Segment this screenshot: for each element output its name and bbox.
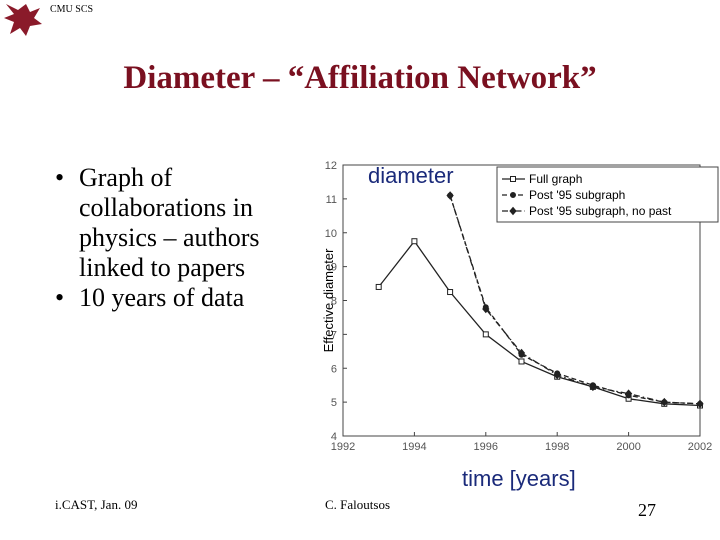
series-line bbox=[449, 195, 701, 405]
data-point bbox=[517, 348, 526, 358]
data-point bbox=[447, 289, 454, 296]
data-point bbox=[375, 283, 382, 290]
data-point bbox=[411, 238, 418, 245]
annotation: diameter bbox=[368, 163, 454, 188]
y-tick-label: 7 bbox=[331, 329, 337, 341]
bullet-list: Graph of collaborations in physics – aut… bbox=[55, 163, 305, 313]
y-tick-label: 4 bbox=[331, 431, 337, 443]
data-point bbox=[482, 304, 490, 314]
y-tick-label: 10 bbox=[325, 228, 337, 240]
legend-label: Post '95 subgraph, no past bbox=[529, 204, 672, 218]
legend-label: Post '95 subgraph bbox=[529, 188, 625, 202]
y-tick-label: 6 bbox=[331, 363, 337, 375]
data-point bbox=[696, 399, 704, 409]
data-point bbox=[518, 358, 525, 365]
logo bbox=[4, 4, 42, 36]
data-point bbox=[624, 389, 633, 398]
data-point bbox=[589, 382, 597, 392]
legend-label: Full graph bbox=[529, 172, 582, 186]
bullet: Graph of collaborations in physics – aut… bbox=[55, 163, 305, 283]
y-tick-label: 9 bbox=[331, 262, 337, 274]
series-line bbox=[449, 195, 701, 405]
y-tick-label: 8 bbox=[331, 296, 337, 308]
footer-left: i.CAST, Jan. 09 bbox=[55, 497, 138, 512]
annotation: time [years] bbox=[462, 466, 576, 491]
y-tick-label: 5 bbox=[331, 397, 337, 409]
data-point bbox=[660, 397, 668, 407]
data-point bbox=[482, 331, 489, 338]
x-tick-label: 1994 bbox=[402, 441, 426, 453]
y-tick-label: 11 bbox=[326, 194, 337, 206]
y-axis-label: Effective diameter bbox=[321, 248, 336, 352]
x-tick-label: 2000 bbox=[616, 441, 640, 453]
footer-center: C. Faloutsos bbox=[325, 497, 391, 512]
legend-marker bbox=[509, 206, 517, 216]
x-tick-label: 1996 bbox=[474, 441, 498, 453]
x-tick-label: 2002 bbox=[688, 441, 712, 453]
legend-box bbox=[496, 166, 719, 223]
x-tick-label: 1998 bbox=[545, 441, 569, 453]
legend-marker bbox=[510, 176, 516, 182]
data-point bbox=[553, 370, 561, 380]
data-point bbox=[446, 191, 454, 200]
series-line bbox=[378, 240, 701, 407]
legend-marker bbox=[510, 192, 516, 198]
bullet: 10 years of data bbox=[55, 283, 305, 313]
page-number: 27 bbox=[638, 500, 656, 520]
slide-title: Diameter – “Affiliation Network” bbox=[123, 60, 597, 96]
y-tick-label: 12 bbox=[325, 160, 337, 172]
x-tick-label: 1992 bbox=[331, 441, 355, 453]
org-label: CMU SCS bbox=[50, 4, 94, 15]
